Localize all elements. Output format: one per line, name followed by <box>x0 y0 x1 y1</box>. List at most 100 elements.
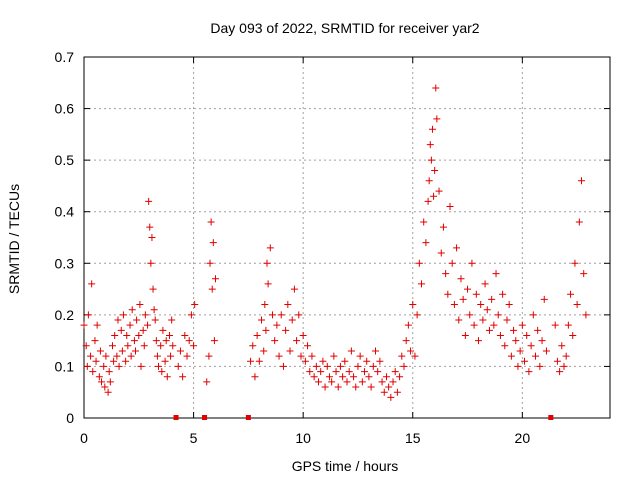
data-point <box>536 362 544 370</box>
data-point <box>413 311 421 319</box>
data-point <box>176 347 184 355</box>
data-point <box>130 337 138 345</box>
data-point <box>93 321 101 329</box>
data-point <box>123 331 131 339</box>
data-point <box>148 234 156 241</box>
data-point <box>418 280 426 288</box>
data-point <box>115 362 123 370</box>
data-point <box>404 321 412 329</box>
data-point <box>249 342 257 350</box>
data-point <box>521 357 529 365</box>
data-point <box>135 331 143 339</box>
data-point <box>352 383 360 391</box>
data-point <box>205 352 213 360</box>
data-point <box>527 342 535 350</box>
data-point <box>477 301 485 309</box>
outage-marker <box>245 415 251 420</box>
data-point <box>147 259 155 267</box>
data-point <box>356 352 364 360</box>
data-point <box>430 192 438 200</box>
data-point <box>183 352 191 360</box>
data-point <box>169 342 177 350</box>
data-point <box>144 321 152 329</box>
data-point <box>409 301 417 309</box>
data-point <box>152 337 160 345</box>
data-point <box>380 388 388 396</box>
data-point <box>122 357 130 365</box>
data-point <box>80 321 88 329</box>
data-point <box>288 316 296 324</box>
data-point <box>83 362 91 370</box>
data-point <box>87 352 95 360</box>
data-point <box>354 362 362 370</box>
data-point <box>378 378 386 386</box>
data-point <box>385 383 393 391</box>
data-point <box>523 331 531 339</box>
data-point <box>426 141 434 149</box>
data-point <box>479 316 487 324</box>
data-point <box>308 352 316 360</box>
data-point <box>295 311 303 319</box>
data-point <box>136 301 144 309</box>
data-point <box>279 362 287 370</box>
data-point <box>343 378 351 386</box>
data-point <box>168 316 176 324</box>
data-point <box>301 357 309 365</box>
data-point <box>444 290 452 298</box>
data-point <box>208 285 216 293</box>
data-point <box>518 321 526 329</box>
data-point <box>567 290 575 298</box>
data-point <box>247 357 255 365</box>
data-point <box>108 342 116 350</box>
data-point <box>299 331 307 339</box>
data-point <box>358 378 366 386</box>
data-point <box>402 337 410 345</box>
data-point <box>336 362 344 370</box>
data-point <box>347 347 355 355</box>
data-point <box>185 337 193 345</box>
data-point <box>187 311 195 319</box>
data-point <box>84 311 92 319</box>
data-point <box>363 357 371 365</box>
data-point <box>540 295 548 303</box>
data-point <box>271 337 279 345</box>
data-point <box>266 244 274 252</box>
y-tick-label: 0.7 <box>55 49 75 65</box>
data-point <box>297 352 305 360</box>
data-point <box>490 321 498 329</box>
data-point <box>483 306 491 314</box>
data-point <box>139 326 147 334</box>
data-point <box>284 301 292 309</box>
data-point <box>98 378 106 386</box>
data-point <box>261 301 269 309</box>
data-point <box>268 311 276 319</box>
data-point <box>253 331 261 339</box>
y-tick-label: 0.5 <box>55 152 75 168</box>
data-point <box>582 311 590 319</box>
y-tick-label: 0 <box>66 410 74 426</box>
chart-title: Day 093 of 2022, SRMTID for receiver yar… <box>210 20 479 36</box>
data-point <box>514 362 522 370</box>
data-point <box>365 373 373 381</box>
data-point <box>578 177 586 185</box>
data-point <box>432 84 440 92</box>
data-point <box>251 373 259 381</box>
data-point <box>277 311 285 319</box>
data-point <box>319 357 327 365</box>
data-point <box>382 373 390 381</box>
data-point <box>562 352 570 360</box>
data-point <box>124 342 132 350</box>
data-point <box>453 244 461 252</box>
data-point <box>558 342 566 350</box>
data-point <box>457 275 465 283</box>
data-point <box>304 342 312 350</box>
data-point <box>181 331 189 339</box>
data-point <box>571 259 579 267</box>
data-point <box>262 326 270 334</box>
data-point <box>542 347 550 355</box>
data-point <box>459 295 467 303</box>
data-points <box>80 84 590 401</box>
data-point <box>88 280 96 288</box>
data-point <box>494 311 502 319</box>
